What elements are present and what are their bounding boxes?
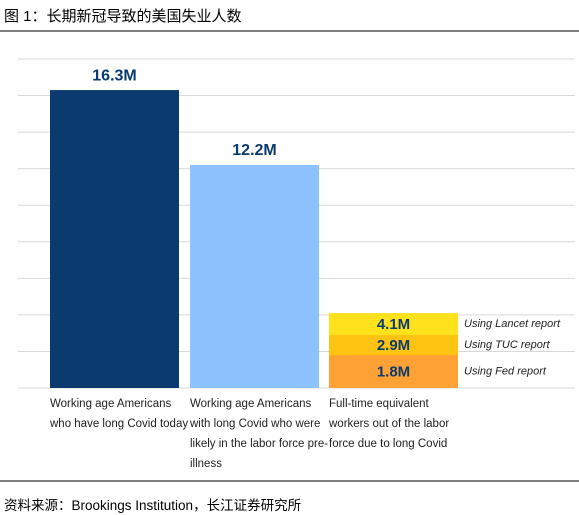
segment-label: 4.1M [377,316,410,333]
bar [329,355,458,388]
bar [50,90,179,389]
source-note: 资料来源：Brookings Institution，长江证券研究所 [4,498,302,513]
figure-title: 图 1：长期新冠导致的美国失业人数 [4,8,242,25]
value-label: 16.3M [92,67,136,84]
legend-label: Using Lancet report [464,318,561,330]
category-label: Working age Americans who have long Covi… [50,398,189,430]
segment-label: 2.9M [377,337,410,354]
category-label: Full-time equivalent workers out of the … [329,398,450,450]
segment-label: 1.8M [377,364,410,381]
bar [190,165,319,388]
legend-label: Using TUC report [464,339,551,351]
value-label: 12.2M [232,142,276,159]
legend-label: Using Fed report [464,365,547,377]
category-label: Working age Americans with long Covid wh… [190,398,329,470]
